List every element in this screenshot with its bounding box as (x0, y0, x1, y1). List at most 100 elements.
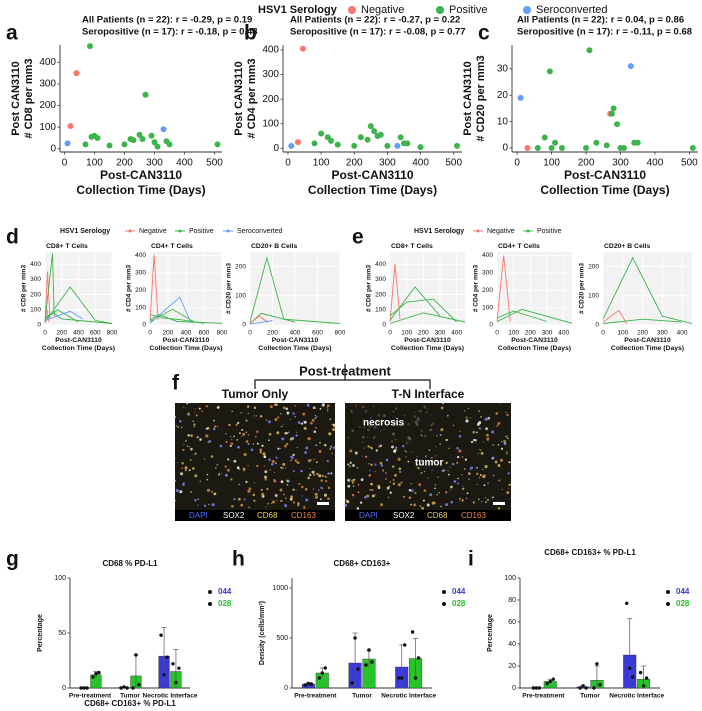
texture (352, 464, 355, 467)
texture (359, 501, 363, 504)
point (593, 139, 600, 146)
texture (379, 444, 383, 447)
texture (263, 455, 267, 459)
texture (478, 448, 480, 450)
texture (479, 449, 482, 451)
texture (481, 500, 483, 503)
point (689, 145, 696, 152)
texture (193, 423, 196, 426)
texture (206, 473, 209, 476)
x-tick-label: 500 (445, 158, 462, 169)
point (318, 130, 325, 137)
scale-bar (493, 502, 505, 505)
panel-title: CD20+ B Cells (604, 243, 650, 250)
texture (392, 482, 396, 485)
texture (385, 473, 387, 475)
texture (429, 429, 432, 432)
texture (364, 455, 368, 458)
texture (405, 441, 409, 445)
texture (447, 473, 450, 476)
texture (434, 455, 437, 457)
texture (233, 459, 237, 463)
data-point (320, 671, 324, 675)
point (214, 141, 221, 148)
data-point (134, 653, 138, 657)
x-tick-label: 400 (647, 158, 664, 169)
texture (324, 443, 327, 447)
x-tick-label: 100 (508, 330, 519, 337)
bracket (254, 364, 431, 389)
data-point (119, 686, 123, 690)
series-line (389, 312, 466, 324)
y-axis-label: Percentage (37, 614, 44, 652)
legend-marker (208, 602, 212, 606)
panel-title: CD20+ B Cells (251, 243, 297, 250)
point (583, 145, 590, 152)
point (517, 94, 524, 101)
texture (347, 436, 350, 439)
y-tick-label: 0 (142, 322, 146, 329)
texture (194, 452, 197, 455)
texture (507, 487, 510, 489)
texture (397, 423, 401, 427)
series-line (389, 298, 458, 323)
texture (480, 415, 483, 418)
texture (459, 497, 461, 500)
texture (468, 478, 470, 480)
texture (250, 448, 254, 452)
texture (377, 413, 381, 417)
texture (174, 479, 176, 482)
texture (432, 434, 435, 436)
texture (315, 495, 318, 499)
texture (186, 445, 189, 447)
texture (349, 461, 352, 464)
texture (275, 456, 278, 459)
scale-bar (317, 502, 329, 505)
x-tick-label: Pre-treatment (294, 693, 337, 700)
chart-note: CD68+ CD163+ % PD-L1 (84, 699, 176, 708)
y-axis-label: # CD8 per mm3 (23, 58, 35, 138)
panel-label: a (6, 22, 18, 45)
texture (292, 412, 295, 415)
data-point (370, 660, 374, 664)
texture (458, 435, 462, 438)
texture (312, 488, 315, 490)
texture (465, 419, 469, 423)
x-tick-label: 0 (62, 158, 68, 169)
texture (379, 419, 383, 423)
y-tick-label: 400 (262, 45, 279, 56)
texture (355, 404, 358, 407)
x-axis-label: Collection Time (Days) (42, 345, 115, 352)
texture (470, 466, 474, 470)
y-tick-label: 30 (497, 63, 509, 74)
texture (325, 476, 328, 478)
texture (505, 435, 508, 438)
texture (274, 418, 278, 422)
texture (190, 434, 193, 438)
point (558, 145, 565, 152)
texture (319, 498, 322, 501)
texture (311, 470, 315, 474)
x-tick-label: 100 (543, 158, 560, 169)
texture (410, 503, 412, 506)
data-point (628, 666, 632, 670)
texture (389, 481, 392, 483)
y-tick-label: 0 (512, 685, 516, 692)
texture (313, 458, 315, 460)
texture (457, 455, 460, 459)
texture (305, 498, 309, 502)
texture (392, 410, 395, 413)
x-tick-label: 400 (451, 330, 462, 337)
texture (301, 495, 303, 497)
texture (418, 483, 422, 486)
texture (461, 474, 463, 476)
channel-label: CD163 (461, 511, 486, 520)
texture (373, 437, 375, 439)
texture (364, 409, 368, 413)
texture (417, 467, 420, 470)
y-axis-label: # CD4 per mm3 (126, 264, 133, 312)
texture (247, 433, 250, 436)
texture (189, 458, 192, 461)
texture (236, 438, 239, 441)
texture (270, 462, 274, 466)
